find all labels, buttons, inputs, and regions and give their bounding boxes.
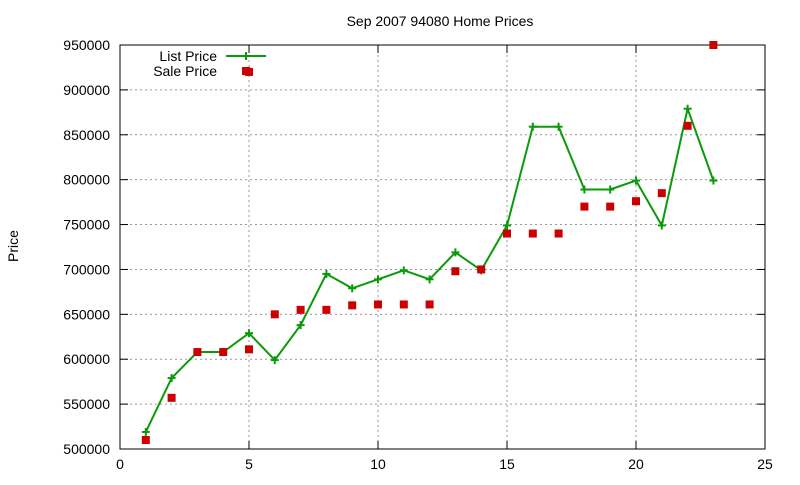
list-price-point <box>348 284 357 293</box>
list-price-point <box>554 122 563 131</box>
y-tick-label: 750000 <box>63 217 110 233</box>
legend: List Price Sale Price <box>153 48 266 79</box>
sale-price-point <box>399 300 408 309</box>
y-tick-label: 650000 <box>63 306 110 322</box>
list-price-point <box>296 321 305 330</box>
axis-ticks: 0 5 10 15 20 25 500000 550000 600000 650000 700000… <box>63 37 773 472</box>
list-price-point <box>683 104 692 113</box>
sale-price-point <box>322 305 331 314</box>
sale-price-point <box>477 265 486 274</box>
sale-price-point <box>425 300 434 309</box>
sale-price-point <box>270 310 279 319</box>
sale-price-point <box>348 301 357 310</box>
list-price-point <box>580 185 589 194</box>
list-price-point <box>425 275 434 284</box>
sale-price-point <box>167 393 176 402</box>
x-tick-label: 0 <box>116 456 124 472</box>
sale-price-point <box>606 202 615 211</box>
list-price-line <box>144 105 715 433</box>
sale-price-point <box>709 41 718 49</box>
sale-price-point <box>580 202 589 211</box>
sale-price-point <box>193 348 202 357</box>
list-price-point <box>167 374 176 383</box>
x-tick-label: 25 <box>757 456 773 472</box>
sale-price-point <box>632 197 640 206</box>
sale-price-point <box>503 229 511 238</box>
sale-price-point <box>657 189 666 198</box>
list-price-point <box>141 427 150 436</box>
y-tick-label: 700000 <box>63 261 110 277</box>
list-price-point <box>374 275 382 284</box>
y-tick-label: 800000 <box>63 172 110 188</box>
list-price-point <box>451 248 460 257</box>
y-tick-label: 900000 <box>63 82 110 98</box>
legend-label-list-price: List Price <box>159 48 217 64</box>
y-tick-label: 850000 <box>63 127 110 143</box>
plot-frame <box>119 44 766 450</box>
sale-price-point <box>296 305 305 314</box>
y-tick-label: 600000 <box>63 351 110 367</box>
x-tick-label: 5 <box>245 456 253 472</box>
list-price-point <box>270 356 279 365</box>
y-axis-label: Price <box>5 230 21 262</box>
list-price-point <box>245 329 253 338</box>
list-price-point <box>528 122 537 131</box>
sale-price-point <box>141 436 150 445</box>
chart-title: Sep 2007 94080 Home Prices <box>347 13 534 29</box>
legend-marker-sale-price <box>242 67 250 75</box>
list-price-point <box>399 266 408 275</box>
list-price-point <box>632 176 640 185</box>
list-price-point <box>322 269 331 278</box>
list-price-point <box>709 176 718 185</box>
legend-label-sale-price: Sale Price <box>153 63 217 79</box>
sale-price-point <box>245 345 253 354</box>
list-price-point <box>503 221 511 230</box>
legend-marker-list-price <box>242 52 250 60</box>
sale-price-point <box>554 229 563 238</box>
sale-price-point <box>528 229 537 238</box>
grid-lines <box>120 45 765 449</box>
sale-price-point <box>219 348 228 357</box>
x-tick-label: 20 <box>628 456 644 472</box>
x-tick-label: 15 <box>499 456 515 472</box>
y-tick-label: 550000 <box>63 396 110 412</box>
list-price-point <box>657 221 666 230</box>
series-layer <box>141 41 718 445</box>
list-price-point <box>606 185 615 194</box>
y-tick-label: 500000 <box>63 441 110 457</box>
sale-price-point <box>683 121 692 130</box>
sale-price-point <box>374 300 382 309</box>
x-tick-label: 10 <box>370 456 386 472</box>
y-tick-label: 950000 <box>63 37 110 53</box>
sale-price-point <box>451 267 460 276</box>
